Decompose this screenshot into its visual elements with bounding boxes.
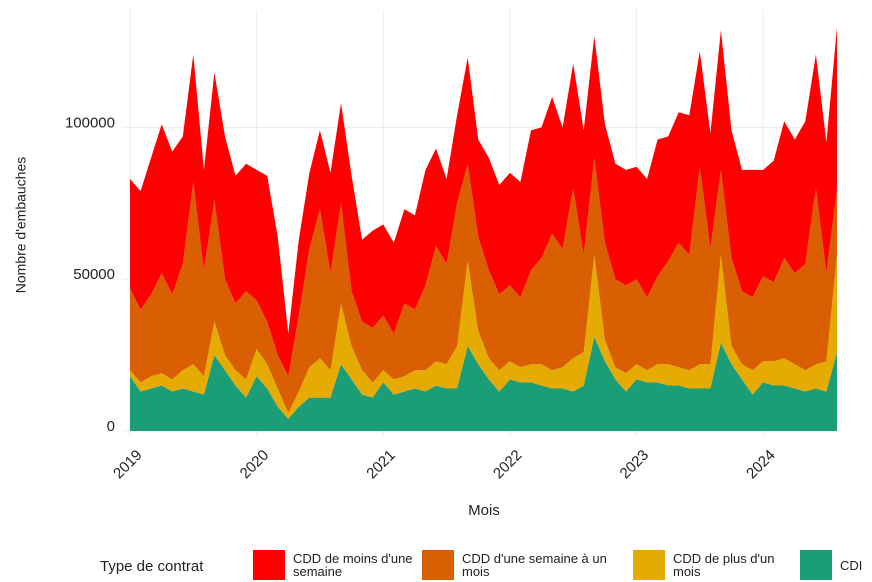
y-tick-label: 100000 [65, 114, 115, 131]
x-axis-title: Mois [468, 502, 500, 519]
legend-label: CDD de plus d'un mois [673, 551, 775, 579]
legend-title: Type de contrat [100, 558, 204, 575]
legend-swatch [633, 550, 665, 580]
legend-swatch [253, 550, 285, 580]
y-tick-label: 50000 [73, 266, 115, 283]
y-axis-title: Nombre d'embauches [13, 157, 29, 294]
areas [130, 27, 837, 431]
area [130, 254, 837, 419]
y-tick-label: 0 [107, 418, 115, 435]
x-tick-label: 2024 [743, 447, 779, 483]
x-tick-label: 2021 [363, 447, 399, 483]
x-tick-label: 2020 [237, 447, 273, 483]
legend-label: CDI [840, 557, 863, 573]
area [130, 336, 837, 431]
x-tick-label: 2022 [490, 447, 526, 483]
area [130, 157, 837, 413]
legend-label: CDD d'une semaine à un mois [462, 551, 607, 579]
x-tick-label: 2019 [110, 447, 146, 483]
legend-label: CDD de moins d'une semaine [293, 551, 413, 579]
legend-swatch [422, 550, 454, 580]
legend-swatch [800, 550, 832, 580]
x-tick-label: 2023 [617, 447, 653, 483]
area [130, 27, 837, 377]
